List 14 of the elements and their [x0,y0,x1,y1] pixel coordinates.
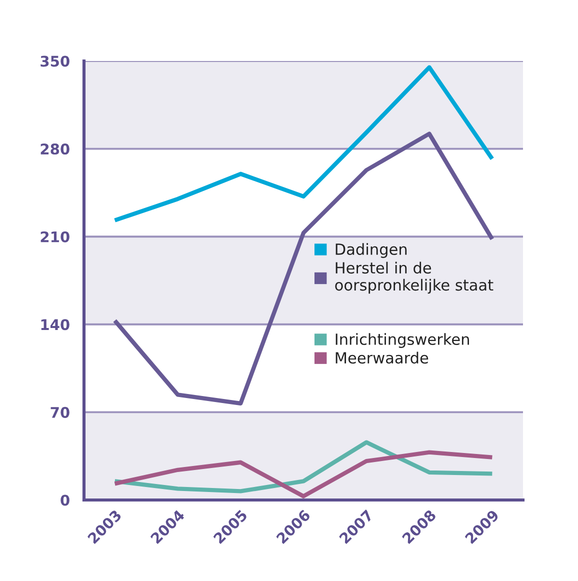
y-tick-label: 280 [40,144,70,155]
line-series [112,132,494,406]
line-series [112,440,494,494]
legend-label: Dadingen [336,243,407,258]
y-tick-label: 210 [40,231,70,242]
legend-label: Inrichtingswerken [336,333,469,348]
legend-label: Herstel in de oorspronkelijke staat [335,262,494,294]
y-tick-label: 70 [50,406,70,418]
line-series [112,450,494,498]
y-tick-label: 140 [41,319,70,330]
y-tick-label: 350 [40,56,70,67]
legend-label: Meerwaarde [336,352,428,364]
line-series [112,65,494,222]
y-tick-label: 0 [60,494,70,506]
